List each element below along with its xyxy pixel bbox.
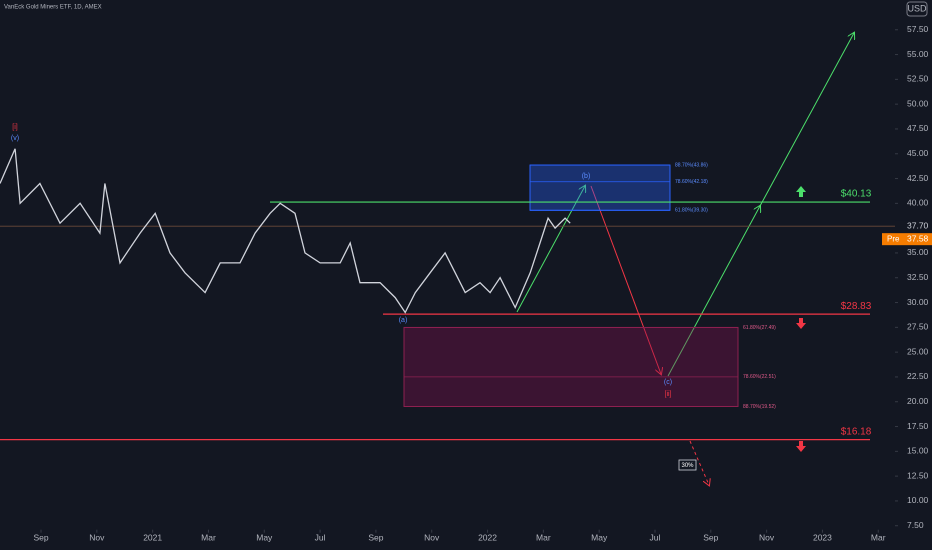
pre-box [882, 233, 932, 246]
last-price-box [895, 220, 932, 233]
y-tick-label: 20.00 [907, 396, 929, 406]
y-tick-label: 40.00 [907, 198, 929, 208]
y-tick-label: 15.00 [907, 446, 929, 456]
x-tick-label: Mar [536, 532, 551, 542]
fib-zone [529, 164, 671, 211]
wave-label: [i] [12, 124, 18, 131]
wave-label: (b) [582, 173, 591, 180]
fib-label: 88.70%(43.86) [675, 162, 708, 168]
drop-label: 30% [681, 463, 694, 469]
arrow [516, 186, 585, 313]
arrow [689, 440, 709, 485]
level-label: $16.18 [841, 426, 872, 437]
fib-zone [403, 326, 739, 408]
y-tick-label: 25.00 [907, 346, 929, 356]
x-tick-label: Nov [759, 532, 775, 542]
x-tick-label: Mar [201, 532, 216, 542]
level-label: $40.13 [841, 189, 872, 200]
chart-title: VanEck Gold Miners ETF, 1D, AMEX [4, 5, 102, 11]
x-tick-label: 2023 [813, 532, 832, 542]
y-tick-label: 10.00 [907, 495, 929, 505]
x-tick-label: Sep [33, 532, 48, 542]
x-tick-label: Jul [650, 532, 661, 542]
y-tick-label: 42.50 [907, 173, 929, 183]
x-tick-label: Nov [89, 532, 105, 542]
fib-label: 61.80%(27.49) [743, 325, 776, 331]
pre-label: 37.58 [907, 233, 929, 243]
y-tick-label: 52.50 [907, 74, 929, 84]
x-tick-label: 2021 [143, 532, 162, 542]
y-tick-label: 32.50 [907, 272, 929, 282]
down-icon [796, 441, 806, 452]
x-tick-label: May [256, 532, 273, 542]
x-tick-label: 2022 [478, 532, 497, 542]
y-tick-label: 55.00 [907, 49, 929, 59]
y-tick-label: 7.50 [907, 520, 924, 530]
x-tick-label: May [591, 532, 608, 542]
y-tick-label: 30.00 [907, 297, 929, 307]
x-tick-label: Jul [315, 532, 326, 542]
y-tick-label: 12.50 [907, 470, 929, 480]
price-line [0, 148, 571, 314]
x-tick-label: Nov [424, 532, 440, 542]
arrow [590, 185, 661, 374]
currency-box [906, 1, 928, 17]
drop-box [678, 459, 697, 471]
y-tick-label: 35.00 [907, 247, 929, 257]
y-tick-label: 27.50 [907, 322, 929, 332]
fib-label: 88.70%(19.52) [743, 404, 776, 410]
y-tick-label: 50.00 [907, 98, 929, 108]
y-tick-label: 45.00 [907, 148, 929, 158]
fib-label: 78.60%(22.51) [743, 374, 776, 380]
level-label: $28.83 [841, 301, 872, 312]
y-tick-label: 57.50 [907, 24, 929, 34]
pre-tag: Pre [887, 234, 900, 243]
x-tick-label: Mar [871, 532, 886, 542]
arrow [667, 206, 760, 377]
up-icon [796, 186, 806, 197]
y-tick-label: 17.50 [907, 421, 929, 431]
wave-label: (a) [399, 317, 408, 324]
x-tick-label: Sep [703, 532, 718, 542]
fib-label: 78.60%(42.18) [675, 179, 708, 185]
wave-label: [ii] [665, 391, 672, 398]
last-price-label: 37.70 [907, 220, 929, 230]
down-icon [796, 318, 806, 329]
fib-label: 61.80%(39.30) [675, 208, 708, 214]
currency: USD [907, 3, 927, 13]
arrow [759, 33, 854, 207]
y-tick-label: 47.50 [907, 123, 929, 133]
y-tick-label: 22.50 [907, 371, 929, 381]
wave-label: (c) [664, 379, 672, 386]
x-tick-label: Sep [368, 532, 383, 542]
wave-label: (v) [11, 135, 19, 142]
